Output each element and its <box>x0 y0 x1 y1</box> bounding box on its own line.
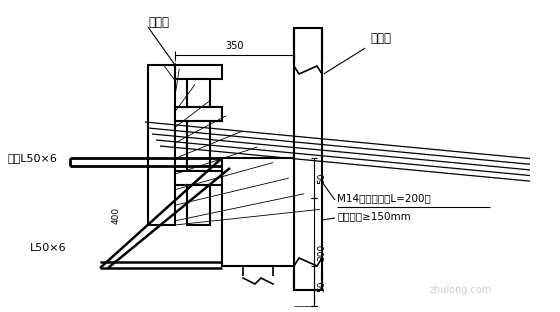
Text: 300: 300 <box>317 243 326 261</box>
Bar <box>222 158 294 266</box>
Text: 50: 50 <box>317 172 326 184</box>
Bar <box>294 28 322 290</box>
Text: 钢腰梁: 钢腰梁 <box>148 16 169 28</box>
Bar <box>148 65 175 225</box>
Text: L50×6: L50×6 <box>30 243 67 253</box>
Bar <box>187 185 210 225</box>
Text: 护坡桩: 护坡桩 <box>324 32 391 74</box>
Bar <box>175 107 222 121</box>
Bar <box>187 121 210 171</box>
Bar <box>175 171 222 185</box>
Text: 伸入桩身≥150mm: 伸入桩身≥150mm <box>337 211 410 221</box>
Bar <box>175 65 222 79</box>
Text: 50: 50 <box>317 280 326 292</box>
Text: 400: 400 <box>111 207 120 224</box>
Text: M14膨胀螺栓（L=200）: M14膨胀螺栓（L=200） <box>337 193 431 203</box>
Text: 通长L50×6: 通长L50×6 <box>8 153 58 163</box>
Text: zhulong.com: zhulong.com <box>430 285 492 295</box>
Text: 350: 350 <box>225 41 244 51</box>
Bar <box>187 79 210 107</box>
